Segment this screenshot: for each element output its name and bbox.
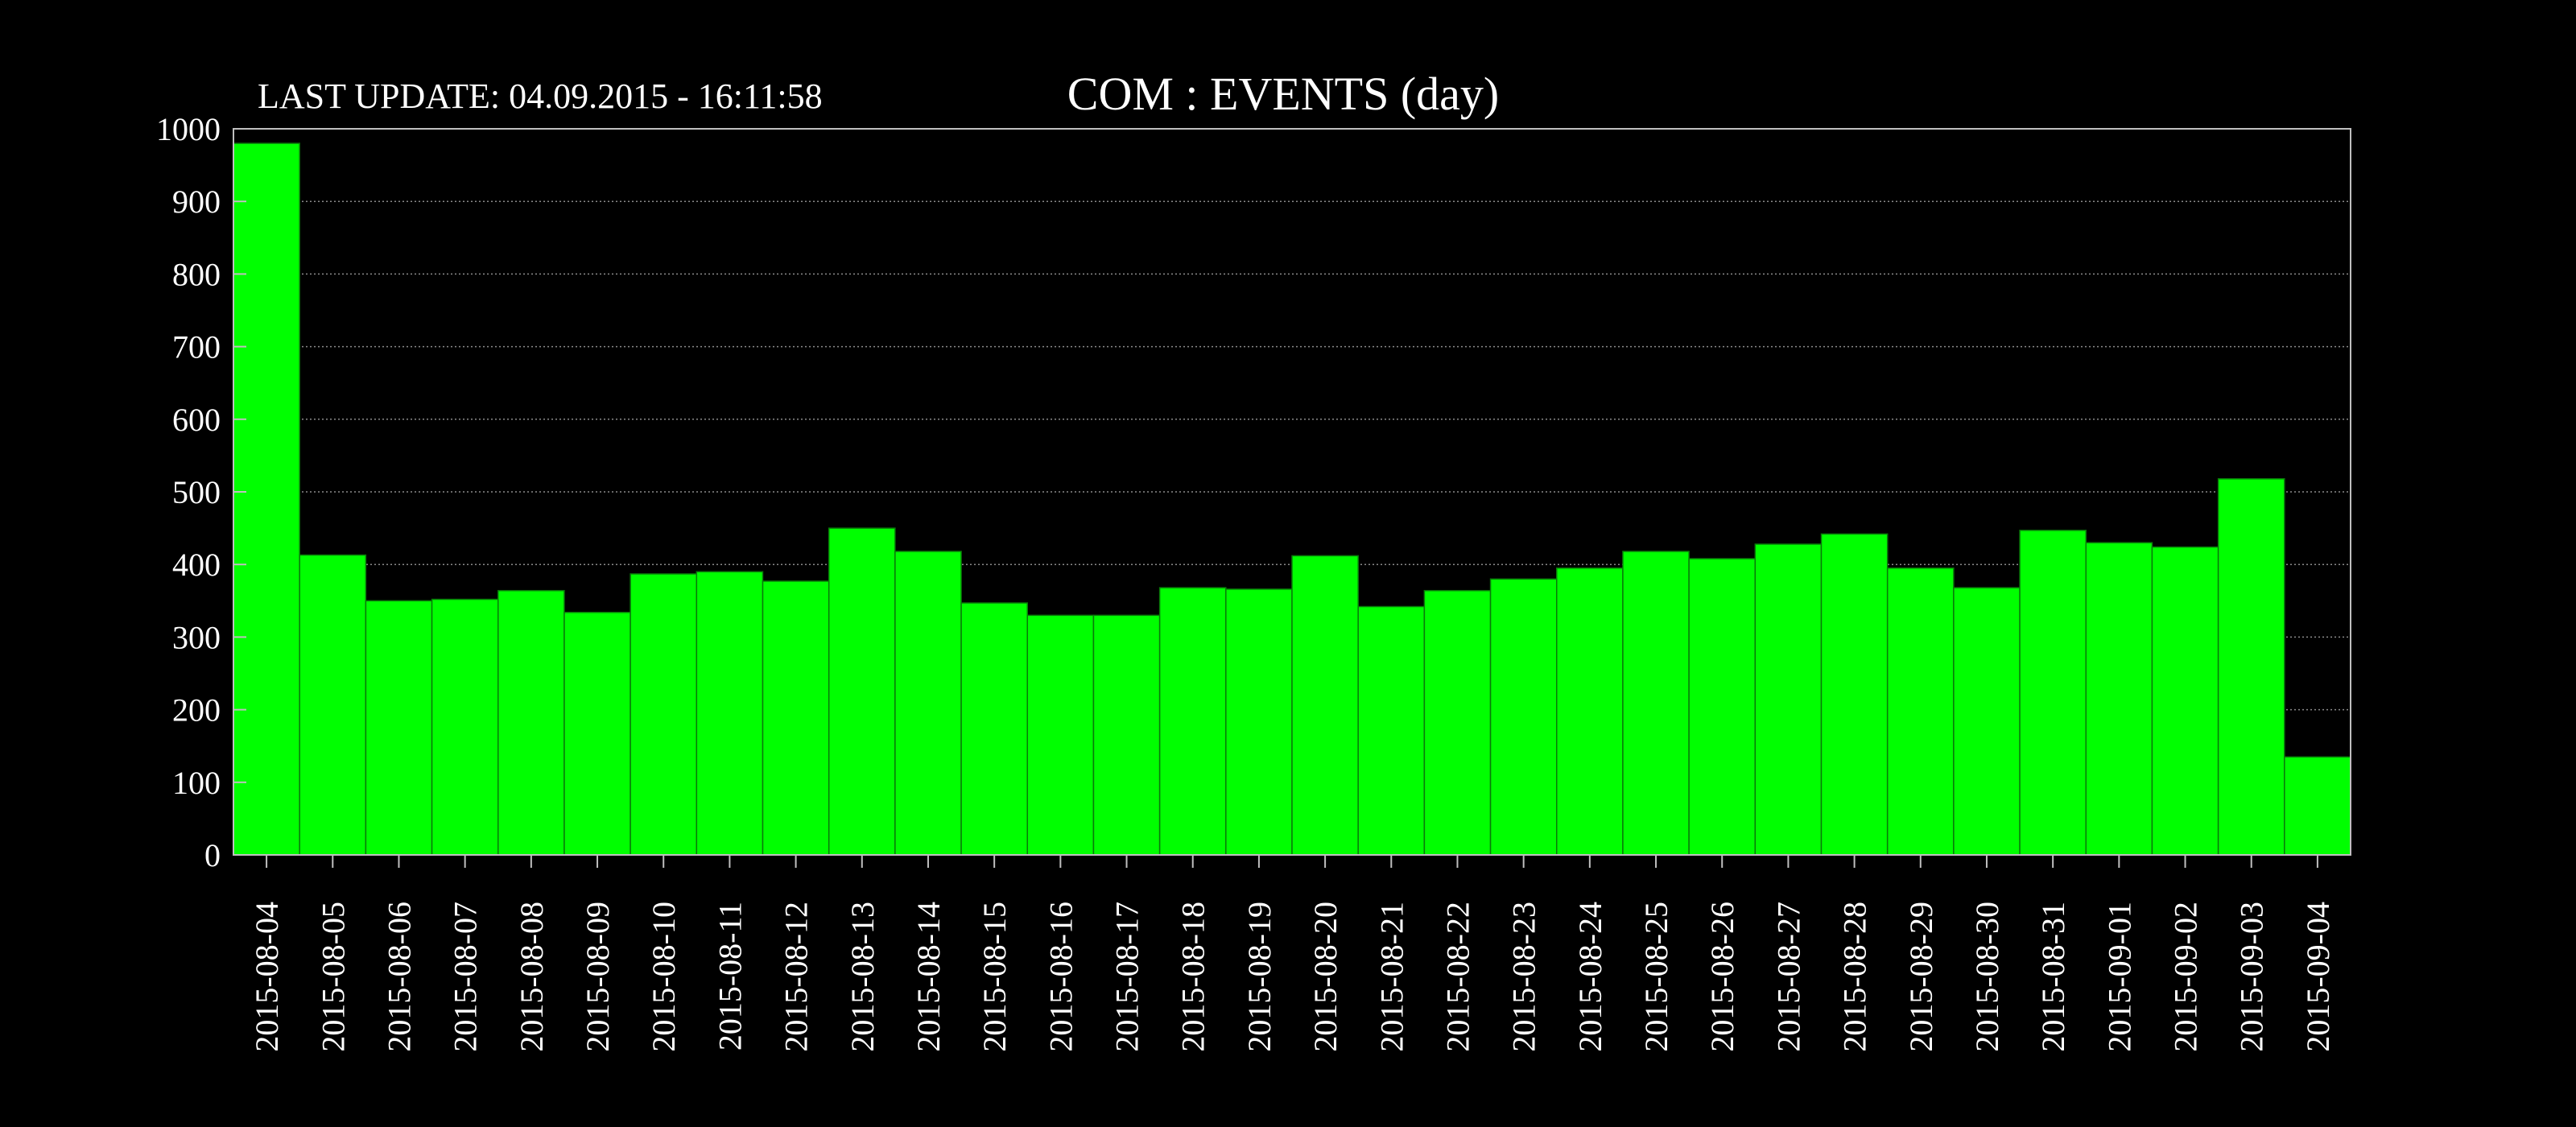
- bar-2015-08-06: [365, 600, 433, 856]
- x-tick-label: 2015-08-08: [514, 902, 550, 1052]
- bar-2015-08-12: [762, 580, 830, 856]
- x-tick-label: 2015-08-28: [1837, 902, 1873, 1052]
- x-tick-label: 2015-08-10: [646, 902, 682, 1052]
- x-tick-label: 2015-09-01: [2101, 902, 2137, 1052]
- x-tick-label: 2015-08-17: [1109, 902, 1146, 1052]
- x-tick-label: 2015-08-24: [1572, 902, 1608, 1052]
- x-tick-label: 2015-08-22: [1439, 902, 1476, 1052]
- y-tick-label: 300: [172, 619, 221, 655]
- bar-2015-08-23: [1489, 578, 1558, 856]
- bar-2015-08-31: [2019, 530, 2087, 856]
- x-tick-label: 2015-08-31: [2035, 902, 2071, 1052]
- x-axis: 2015-08-04 2015-08-05 2015-08-06 2015-08-07…: [249, 855, 2336, 1052]
- x-tick-label: 2015-08-11: [712, 902, 748, 1051]
- x-tick-label: 2015-08-20: [1307, 902, 1344, 1052]
- bars: [233, 142, 2351, 856]
- x-tick-label: 2015-08-14: [910, 902, 947, 1052]
- bar-2015-08-04: [233, 142, 300, 856]
- x-tick-label: 2015-08-07: [448, 902, 484, 1052]
- bar-2015-08-16: [1026, 614, 1095, 856]
- bar-2015-08-30: [1953, 587, 2021, 856]
- bar-2015-08-19: [1225, 588, 1293, 856]
- bar-2015-08-07: [431, 598, 499, 856]
- bar-2015-08-26: [1688, 558, 1757, 856]
- x-tick-label: 2015-08-16: [1042, 902, 1079, 1052]
- y-tick-label: 100: [172, 765, 221, 801]
- last-update-label: LAST UPDATE: 04.09.2015 - 16:11:58: [258, 76, 823, 116]
- bar-2015-09-01: [2085, 542, 2153, 856]
- bar-2015-09-02: [2151, 546, 2219, 856]
- y-tick-label: 1000: [156, 111, 221, 147]
- bar-2015-08-11: [696, 571, 764, 856]
- bar-2015-08-27: [1754, 543, 1823, 856]
- x-tick-label: 2015-08-29: [1903, 902, 1939, 1052]
- x-tick-label: 2015-09-02: [2168, 902, 2204, 1052]
- x-tick-label: 2015-08-26: [1704, 902, 1740, 1052]
- bar-2015-08-22: [1423, 589, 1492, 856]
- y-tick-label: 0: [204, 837, 221, 873]
- x-tick-label: 2015-08-25: [1638, 902, 1674, 1052]
- bar-2015-08-10: [630, 573, 698, 856]
- bar-2015-09-03: [2217, 478, 2285, 856]
- x-tick-label: 2015-08-30: [1969, 902, 2005, 1052]
- x-tick-label: 2015-08-15: [976, 902, 1013, 1052]
- bar-2015-08-29: [1886, 567, 1955, 856]
- bar-2015-08-20: [1291, 555, 1359, 856]
- x-tick-label: 2015-08-19: [1241, 902, 1278, 1052]
- x-tick-label: 2015-08-04: [249, 902, 285, 1052]
- bar-2015-08-14: [894, 551, 962, 856]
- bar-2015-08-24: [1556, 567, 1624, 856]
- x-tick-label: 2015-08-23: [1506, 902, 1542, 1052]
- x-tick-label: 2015-08-05: [315, 902, 351, 1052]
- y-tick-label: 800: [172, 256, 221, 292]
- x-tick-label: 2015-08-09: [580, 902, 616, 1052]
- bar-2015-08-05: [299, 554, 367, 856]
- bar-2015-08-15: [960, 602, 1028, 856]
- x-tick-label: 2015-08-13: [844, 902, 881, 1052]
- x-tick-label: 2015-09-04: [2300, 902, 2336, 1052]
- y-tick-label: 500: [172, 474, 221, 510]
- y-tick-label: 200: [172, 692, 221, 729]
- bar-2015-08-09: [564, 611, 631, 856]
- x-tick-label: 2015-08-18: [1175, 902, 1212, 1052]
- y-tick-label: 400: [172, 547, 221, 583]
- bar-2015-08-25: [1622, 551, 1690, 856]
- x-tick-label: 2015-08-12: [778, 902, 815, 1052]
- chart-title: COM : EVENTS (day): [1067, 68, 1499, 120]
- x-tick-label: 2015-09-03: [2234, 902, 2270, 1052]
- y-tick-label: 900: [172, 184, 221, 220]
- y-tick-label: 700: [172, 329, 221, 365]
- bar-2015-09-04: [2284, 756, 2351, 856]
- bar-2015-08-17: [1092, 614, 1161, 856]
- bar-2015-08-28: [1820, 533, 1889, 856]
- bar-2015-08-13: [828, 527, 896, 856]
- x-tick-label: 2015-08-27: [1770, 902, 1806, 1052]
- x-tick-label: 2015-08-21: [1373, 902, 1410, 1052]
- x-tick-label: 2015-08-06: [381, 902, 417, 1052]
- bar-2015-08-08: [497, 589, 565, 856]
- y-tick-label: 600: [172, 402, 221, 438]
- y-axis: 0 100 200 300 400 500 600 700 800 900 1000: [156, 111, 246, 873]
- bar-2015-08-18: [1158, 587, 1227, 856]
- bar-2015-08-21: [1357, 605, 1426, 856]
